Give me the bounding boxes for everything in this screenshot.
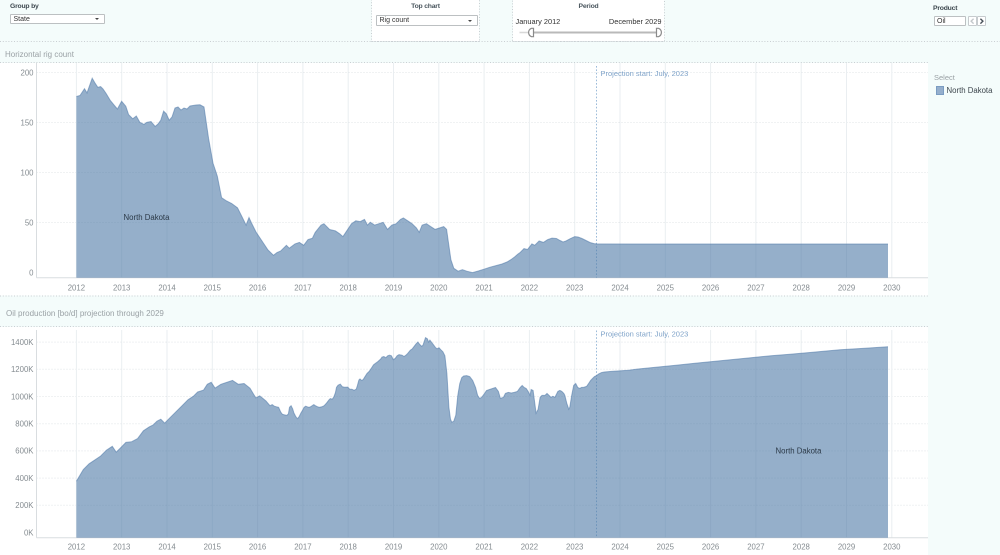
svg-text:2013: 2013 bbox=[113, 542, 130, 551]
svg-text:2022: 2022 bbox=[521, 542, 538, 551]
svg-text:2024: 2024 bbox=[611, 542, 629, 551]
svg-text:2012: 2012 bbox=[68, 542, 85, 551]
svg-text:150: 150 bbox=[20, 118, 34, 127]
svg-text:Projection start: July, 2023: Projection start: July, 2023 bbox=[601, 69, 689, 78]
svg-text:2020: 2020 bbox=[430, 283, 448, 292]
svg-text:2016: 2016 bbox=[249, 542, 266, 551]
svg-text:0: 0 bbox=[29, 268, 34, 277]
svg-text:Projection start: July, 2023: Projection start: July, 2023 bbox=[601, 330, 689, 339]
svg-text:2023: 2023 bbox=[566, 542, 583, 551]
svg-text:2022: 2022 bbox=[521, 283, 538, 292]
svg-text:800K: 800K bbox=[15, 420, 34, 429]
svg-text:2019: 2019 bbox=[385, 542, 402, 551]
svg-text:2028: 2028 bbox=[793, 283, 810, 292]
svg-text:2026: 2026 bbox=[702, 283, 719, 292]
svg-text:2027: 2027 bbox=[747, 542, 764, 551]
svg-text:2012: 2012 bbox=[68, 283, 85, 292]
svg-text:North Dakota: North Dakota bbox=[124, 213, 171, 222]
svg-text:200: 200 bbox=[20, 68, 34, 77]
svg-text:2015: 2015 bbox=[204, 542, 222, 551]
svg-text:2021: 2021 bbox=[475, 542, 492, 551]
svg-text:2024: 2024 bbox=[611, 283, 629, 292]
svg-text:2025: 2025 bbox=[657, 283, 675, 292]
svg-text:1400K: 1400K bbox=[11, 338, 34, 347]
svg-text:2028: 2028 bbox=[793, 542, 810, 551]
svg-text:100: 100 bbox=[20, 168, 34, 177]
svg-text:2030: 2030 bbox=[883, 283, 901, 292]
svg-text:600K: 600K bbox=[15, 447, 34, 456]
svg-text:2023: 2023 bbox=[566, 283, 583, 292]
svg-text:2015: 2015 bbox=[204, 283, 222, 292]
svg-text:1000K: 1000K bbox=[11, 392, 34, 401]
svg-text:2026: 2026 bbox=[702, 542, 719, 551]
svg-text:2018: 2018 bbox=[340, 542, 357, 551]
svg-text:50: 50 bbox=[25, 218, 34, 227]
svg-text:2014: 2014 bbox=[158, 283, 176, 292]
svg-text:1200K: 1200K bbox=[11, 365, 34, 374]
svg-text:2017: 2017 bbox=[294, 283, 311, 292]
svg-text:2020: 2020 bbox=[430, 542, 448, 551]
svg-text:2029: 2029 bbox=[838, 283, 855, 292]
svg-text:2029: 2029 bbox=[838, 542, 855, 551]
svg-text:0K: 0K bbox=[24, 528, 34, 537]
svg-text:2016: 2016 bbox=[249, 283, 266, 292]
svg-text:2017: 2017 bbox=[294, 542, 311, 551]
svg-text:400K: 400K bbox=[15, 474, 34, 483]
svg-text:2013: 2013 bbox=[113, 283, 130, 292]
svg-text:2014: 2014 bbox=[158, 542, 176, 551]
svg-text:2019: 2019 bbox=[385, 283, 402, 292]
svg-text:2030: 2030 bbox=[883, 542, 901, 551]
svg-text:2021: 2021 bbox=[475, 283, 492, 292]
svg-text:200K: 200K bbox=[15, 501, 34, 510]
svg-text:2027: 2027 bbox=[747, 283, 764, 292]
svg-text:2018: 2018 bbox=[340, 283, 357, 292]
svg-text:2025: 2025 bbox=[657, 542, 675, 551]
svg-text:North Dakota: North Dakota bbox=[776, 447, 823, 456]
